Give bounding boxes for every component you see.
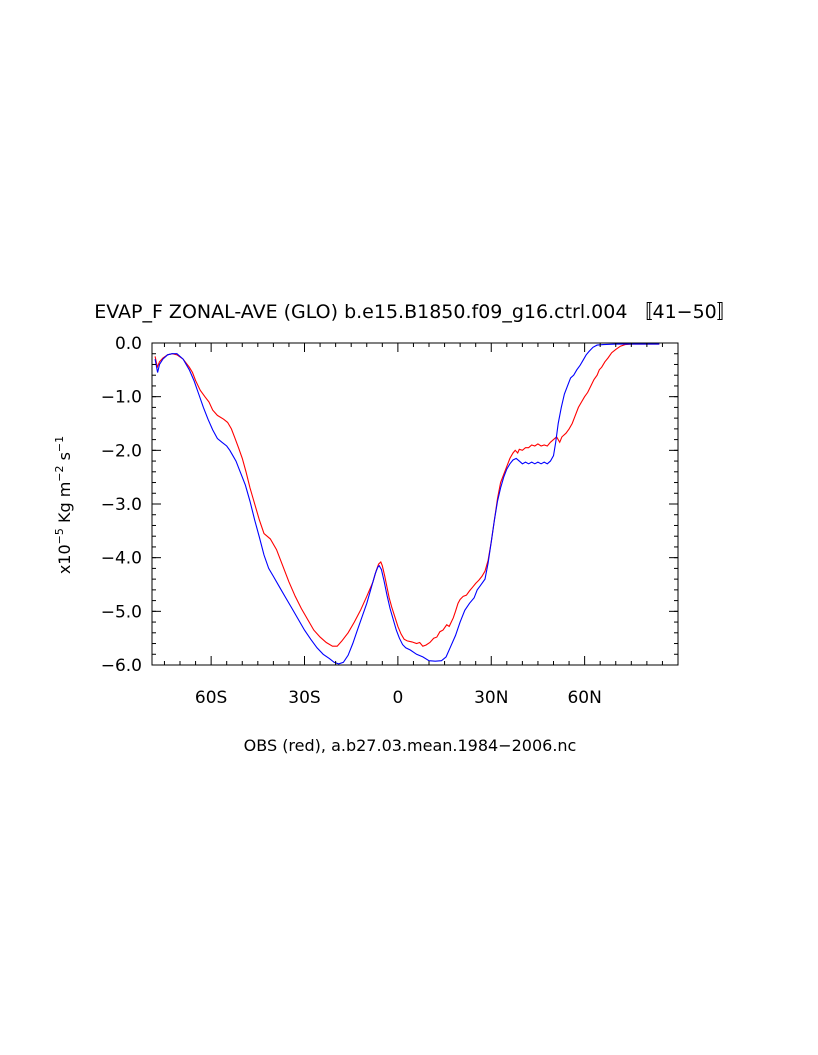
- y-axis-ticks: 0.0 −1.0 −2.0 −3.0 −4.0 −5.0 −6.0: [101, 334, 678, 676]
- y-axis-label-exponent2: −2: [53, 465, 66, 481]
- x-tick-label: 0: [392, 688, 403, 708]
- x-tick-label: 60S: [195, 688, 227, 708]
- y-axis-label-unit2: s: [55, 452, 74, 465]
- y-tick-label: −4.0: [101, 549, 142, 569]
- series-line-0: [154, 343, 660, 647]
- y-tick-label: 0.0: [115, 334, 142, 354]
- series-line-1: [154, 343, 660, 665]
- plot-frame: [151, 342, 679, 666]
- y-axis-label-exponent3: −1: [53, 436, 66, 452]
- x-tick-label: 30N: [474, 688, 508, 708]
- x-tick-label: 60N: [567, 688, 601, 708]
- y-axis-label-exponent: −5: [53, 528, 66, 544]
- x-axis-label: OBS (red), a.b27.03.mean.1984−2006.nc: [244, 736, 577, 755]
- y-axis-label-prefix: x10: [55, 544, 74, 574]
- chart-title: EVAP_F ZONAL-AVE (GLO) b.e15.B1850.f09_g…: [94, 301, 736, 323]
- y-tick-label: −5.0: [101, 602, 142, 622]
- y-tick-label: −2.0: [101, 441, 142, 461]
- y-tick-label: −6.0: [101, 656, 142, 676]
- x-axis-ticks: 60S 30S 0 30N 60N: [163, 343, 679, 708]
- y-axis-label-unit1: Kg m: [55, 482, 74, 528]
- plot-area: [151, 342, 679, 666]
- x-tick-label: 30S: [288, 688, 320, 708]
- y-tick-label: −1.0: [101, 388, 142, 408]
- y-axis-label: x10−5 Kg m−2 s−1: [53, 436, 74, 574]
- y-tick-label: −3.0: [101, 495, 142, 515]
